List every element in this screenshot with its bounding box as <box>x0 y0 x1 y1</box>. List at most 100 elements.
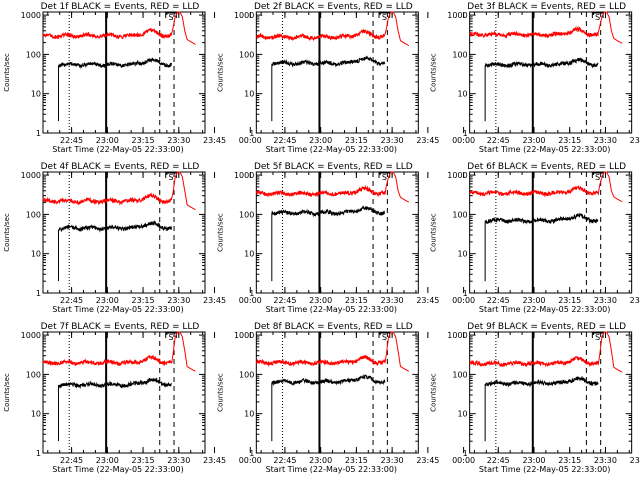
x-tick-label: 23:15 <box>132 296 155 305</box>
x-axis-label: Start Time (22-May-05 22:33:00) <box>52 305 183 314</box>
y-tick-label: 10 <box>244 250 254 259</box>
x-tick-label: 23:00 <box>96 296 119 305</box>
y-tick-label: 1 <box>249 129 254 138</box>
x-tick-label: 22:45 <box>60 136 83 145</box>
plot-frame <box>469 171 633 294</box>
x-tick-label: 22:45 <box>487 136 510 145</box>
y-tick-label: 1 <box>463 449 468 458</box>
y-tick-label: 1000 <box>447 331 467 340</box>
y-tick-label: 10 <box>457 250 467 259</box>
y-tick-label: 1000 <box>234 11 254 20</box>
y-tick-label: 100 <box>26 50 41 59</box>
y-tick-label: 10 <box>457 90 467 99</box>
y-tick-label: 100 <box>452 50 467 59</box>
lld-series-line <box>469 171 623 203</box>
saa-marker-label: S <box>169 333 174 342</box>
plot-frame <box>255 11 419 134</box>
y-tick-label: 10 <box>244 90 254 99</box>
saa-marker-label: S <box>169 13 174 22</box>
y-axis-label: Counts/sec <box>430 53 438 92</box>
saa-marker-label: S <box>595 13 600 22</box>
panel-title: Det 2f BLACK = Events, RED = LLD <box>254 2 413 12</box>
x-tick-label: 23:00 <box>522 296 545 305</box>
y-tick-label: 1000 <box>234 331 254 340</box>
y-tick-label: 10 <box>31 90 41 99</box>
x-tick-label: 23:15 <box>558 456 581 465</box>
y-tick-label: 1000 <box>234 171 254 180</box>
detector-panel-2: Det 2f BLACK = Events, RED = LLD 1 10 100 10… <box>216 2 475 154</box>
x-tick-label: 22:45 <box>273 296 296 305</box>
panel-title: Det 6f BLACK = Events, RED = LLD <box>467 162 626 172</box>
y-tick-label: 1 <box>36 129 41 138</box>
x-tick-label: 23:45 <box>203 296 226 305</box>
y-tick-label: 100 <box>26 370 41 379</box>
panel-title: Det 1f BLACK = Events, RED = LLD <box>41 2 200 12</box>
plot-frame <box>255 331 419 454</box>
y-tick-label: 1000 <box>447 171 467 180</box>
x-tick-label: 22:45 <box>273 136 296 145</box>
y-tick-label: 100 <box>452 370 467 379</box>
events-series-line <box>484 212 599 282</box>
x-tick-label: 00:00 <box>239 136 262 145</box>
lld-series-line <box>42 11 196 45</box>
y-tick-label: 10 <box>31 250 41 259</box>
x-tick-label: 23:00 <box>309 296 332 305</box>
x-tick-label: 23:30 <box>381 296 404 305</box>
x-tick-label: 23:45 <box>630 296 640 305</box>
x-tick-label: 23:30 <box>167 136 190 145</box>
x-tick-label: 23:00 <box>96 136 119 145</box>
x-tick-label: 00:00 <box>452 456 475 465</box>
panel-title: Det 3f BLACK = Events, RED = LLD <box>467 2 626 12</box>
x-tick-label: 23:00 <box>309 136 332 145</box>
y-tick-label: 1 <box>36 449 41 458</box>
lld-series-line <box>42 331 196 372</box>
y-tick-label: 100 <box>239 370 254 379</box>
saa-marker-label: S <box>382 333 387 342</box>
detector-panel-5: Det 5f BLACK = Events, RED = LLD11010010… <box>216 162 475 314</box>
y-axis-label: Counts/sec <box>216 53 224 92</box>
y-tick-label: 1000 <box>447 11 467 20</box>
panel-title: Det 8f BLACK = Events, RED = LLD <box>254 322 413 332</box>
plot-frame <box>42 11 206 134</box>
x-tick-label: 23:15 <box>345 136 368 145</box>
x-tick-label: 23:30 <box>594 456 617 465</box>
x-tick-label: 22:45 <box>487 296 510 305</box>
y-tick-label: 10 <box>31 410 41 419</box>
lld-series-line <box>42 171 196 211</box>
x-tick-label: 23:00 <box>522 136 545 145</box>
x-tick-label: 23:45 <box>416 136 439 145</box>
x-tick-label: 22:45 <box>60 456 83 465</box>
y-axis-label: Counts/sec <box>3 213 11 252</box>
x-tick-label: 23:45 <box>630 456 640 465</box>
lld-series-line <box>255 171 410 203</box>
events-series-line <box>57 219 172 282</box>
panel-title: Det 9f BLACK = Events, RED = LLD <box>467 322 626 332</box>
y-axis-label: Counts/sec <box>3 53 11 92</box>
x-tick-label: 23:15 <box>345 296 368 305</box>
detector-panel-8: Det 8f BLACK = Events, RED = LLD11010010… <box>216 322 475 474</box>
x-tick-label: 23:45 <box>416 296 439 305</box>
events-series-line <box>57 377 172 442</box>
plot-frame <box>42 171 206 294</box>
panel-title: Det 4f BLACK = Events, RED = LLD <box>41 162 200 172</box>
x-axis-label: Start Time (22-May-05 22:33:00) <box>479 465 610 474</box>
x-tick-label: 23:45 <box>203 456 226 465</box>
y-axis-label: Counts/sec <box>216 373 224 412</box>
x-axis-label: Start Time (22-May-05 22:33:00) <box>479 145 610 154</box>
x-axis-label: Start Time (22-May-05 22:33:00) <box>479 305 610 314</box>
x-tick-label: 23:45 <box>203 136 226 145</box>
x-tick-label: 23:15 <box>345 456 368 465</box>
y-tick-label: 100 <box>26 210 41 219</box>
panel-title: Det 5f BLACK = Events, RED = LLD <box>254 162 413 172</box>
saa-marker-label: S <box>595 333 600 342</box>
events-series-line <box>57 57 172 122</box>
x-tick-label: 23:30 <box>167 296 190 305</box>
lld-series-line <box>469 11 623 44</box>
x-tick-label: 23:30 <box>594 296 617 305</box>
x-tick-label: 23:45 <box>416 456 439 465</box>
x-axis-label: Start Time (22-May-05 22:33:00) <box>266 305 397 314</box>
x-tick-label: 22:45 <box>273 456 296 465</box>
detector-panel-9: Det 9f BLACK = Events, RED = LLD 1 10 100 10… <box>430 322 640 474</box>
saa-marker-label: S <box>382 173 387 182</box>
